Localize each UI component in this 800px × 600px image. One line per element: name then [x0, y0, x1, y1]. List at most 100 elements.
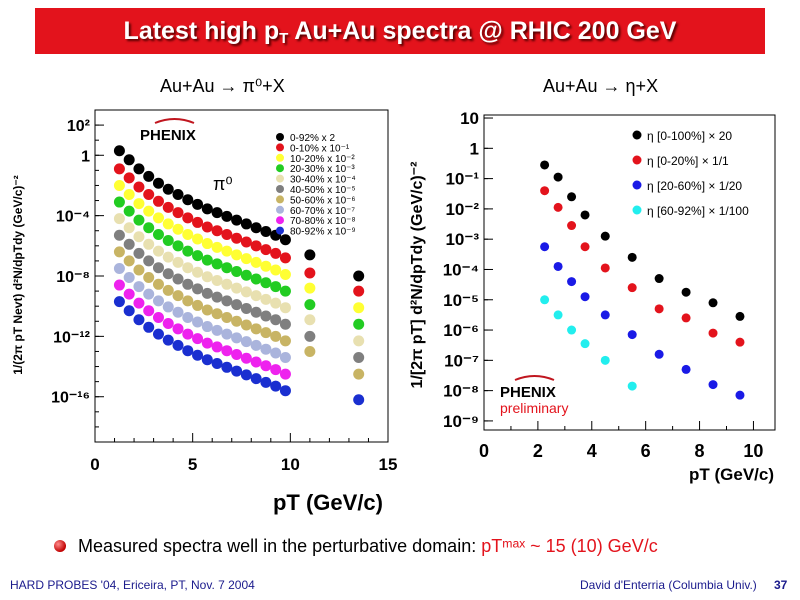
data-point: [172, 223, 184, 235]
data-point: [627, 381, 637, 391]
legend-marker: [276, 133, 284, 141]
data-point: [231, 315, 243, 327]
data-point: [113, 213, 125, 225]
data-point: [567, 325, 577, 335]
data-point: [221, 295, 233, 307]
data-point: [133, 163, 145, 175]
legend-label: 30-40% x 10⁻⁴: [290, 175, 356, 186]
data-point: [250, 373, 262, 385]
data-point: [279, 318, 291, 330]
data-point: [231, 232, 243, 244]
data-point: [627, 283, 637, 293]
data-point: [221, 278, 233, 290]
data-point: [162, 268, 174, 280]
data-point: [240, 269, 252, 281]
data-point: [123, 222, 135, 234]
right-chart-subtitle: Au+Au → η+X: [543, 76, 659, 96]
x-tick-label: 10: [281, 455, 300, 474]
data-point: [260, 310, 272, 322]
data-point: [304, 267, 316, 279]
data-point: [270, 247, 282, 259]
data-point: [250, 222, 262, 234]
data-point: [113, 246, 125, 258]
data-point: [201, 221, 213, 233]
data-point: [182, 312, 194, 323]
logo-arc-icon: [154, 118, 195, 124]
legend-marker: [632, 130, 642, 140]
data-point: [152, 212, 164, 224]
data-point: [260, 277, 272, 289]
data-point: [123, 305, 135, 317]
data-point: [353, 394, 365, 406]
data-point: [192, 283, 204, 295]
plot-frame: [483, 114, 776, 431]
data-point: [279, 268, 291, 280]
data-point: [270, 380, 282, 392]
data-point: [654, 304, 664, 314]
data-point: [240, 236, 252, 248]
x-tick-label: 2: [533, 441, 543, 461]
data-point: [152, 177, 164, 189]
data-point: [353, 351, 365, 363]
data-point: [162, 201, 174, 213]
data-point: [123, 189, 135, 201]
legend-label: 60-70% x 10⁻⁷: [290, 206, 355, 217]
data-point: [279, 351, 291, 363]
data-point: [162, 318, 174, 330]
data-point: [260, 343, 272, 355]
data-point: [353, 270, 365, 282]
data-point: [152, 295, 164, 307]
data-point: [580, 242, 590, 252]
x-axis-label: pT (GeV/c): [273, 490, 383, 515]
data-point: [201, 304, 213, 316]
data-point: [708, 380, 718, 390]
data-point: [172, 256, 184, 268]
data-point: [123, 238, 135, 250]
data-point: [192, 299, 204, 311]
y-tick-label: 10⁻⁸: [443, 382, 479, 401]
data-point: [143, 305, 155, 317]
data-point: [123, 154, 135, 166]
data-point: [304, 314, 316, 326]
data-point: [240, 302, 252, 314]
data-point: [172, 339, 184, 351]
logo-text: PHENIX: [140, 127, 196, 144]
x-tick-label: 0: [90, 455, 99, 474]
y-tick-label: 10⁻¹²: [53, 329, 90, 346]
phenix-logo: PHENIX: [140, 118, 196, 144]
data-point: [113, 179, 125, 191]
logo-note: preliminary: [500, 400, 568, 416]
data-point: [123, 272, 135, 284]
y-tick-label: 1: [470, 139, 479, 158]
data-point: [113, 296, 125, 308]
x-tick-label: 8: [695, 441, 705, 461]
legend-marker: [276, 226, 284, 235]
data-point: [353, 335, 365, 347]
x-tick-label: 5: [188, 455, 197, 474]
data-point: [211, 258, 223, 270]
data-point: [231, 365, 243, 377]
data-point: [580, 210, 590, 220]
legend-label: 0-10% x 10⁻¹: [290, 143, 350, 154]
data-point: [260, 260, 272, 272]
data-point: [735, 311, 745, 321]
legend-label: 80-92% x 10⁻⁹: [290, 227, 356, 238]
legend-marker: [276, 174, 284, 183]
data-point: [133, 264, 145, 276]
legend-label: 40-50% x 10⁻⁵: [290, 185, 356, 196]
data-point: [279, 385, 291, 397]
slide-title: Latest high pT Au+Au spectra @ RHIC 200 …: [35, 8, 765, 54]
y-tick-label: 10⁻⁸: [56, 269, 90, 286]
data-point: [172, 273, 184, 285]
legend-label: η [0-20%] × 1/1: [647, 154, 729, 168]
data-point: [279, 302, 291, 314]
data-point: [353, 368, 365, 380]
data-point: [260, 376, 272, 388]
data-point: [182, 345, 194, 357]
data-point: [279, 252, 291, 264]
data-point: [182, 229, 194, 240]
data-point: [152, 245, 164, 257]
data-point: [304, 249, 316, 261]
data-point: [201, 238, 213, 250]
data-point: [540, 242, 550, 252]
